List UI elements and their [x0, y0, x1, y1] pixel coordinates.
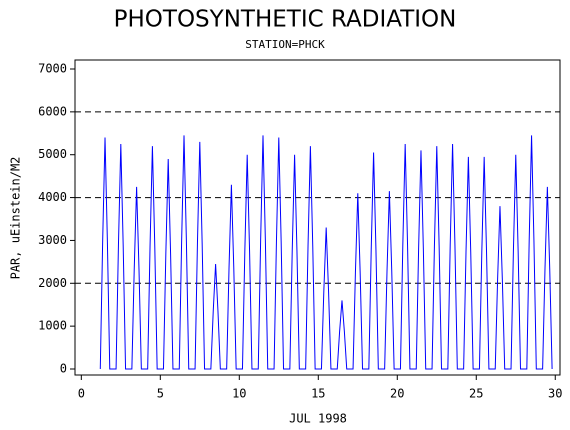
chart-title: PHOTOSYNTHETIC RADIATION	[114, 7, 457, 33]
y-tick-label: 3000	[38, 233, 67, 247]
x-tick-label: 0	[78, 387, 85, 401]
y-tick-label: 6000	[38, 104, 67, 118]
chart-subtitle: STATION=PHCK	[245, 38, 325, 51]
plot-frame	[74, 59, 561, 376]
y-tick-label: 5000	[38, 147, 67, 161]
x-axis-label: JUL 1998	[289, 412, 347, 426]
y-axis-label: PAR, uEinstein/M2	[9, 157, 23, 280]
y-tick-label: 4000	[38, 190, 67, 204]
x-tick-label: 20	[390, 387, 404, 401]
x-tick-label: 15	[311, 387, 325, 401]
x-tick-label: 10	[232, 387, 246, 401]
y-tick-label: 0	[60, 362, 67, 376]
y-tick-label: 2000	[38, 276, 67, 290]
y-tick-label: 7000	[38, 62, 67, 76]
data-line	[99, 135, 553, 370]
x-tick-label: 25	[469, 387, 483, 401]
x-tick-label: 5	[157, 387, 164, 401]
x-tick-label: 30	[548, 387, 562, 401]
y-tick-label: 1000	[38, 319, 67, 333]
